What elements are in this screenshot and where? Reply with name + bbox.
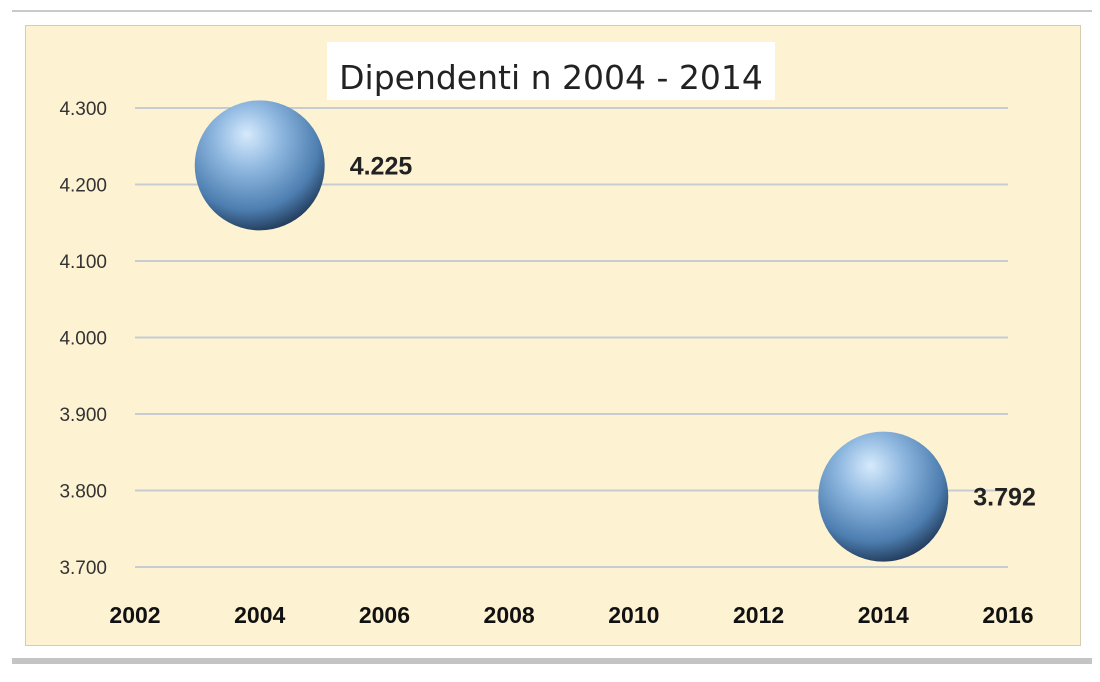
data-bubble — [194, 100, 325, 231]
chart-title: Dipendenti n 2004 - 2014 — [339, 58, 763, 97]
x-tick-label: 2016 — [982, 602, 1033, 628]
x-tick-label: 2010 — [608, 602, 659, 628]
x-tick-label: 2014 — [858, 602, 909, 628]
y-tick-label: 4.200 — [59, 176, 107, 197]
y-tick-label: 3.700 — [59, 558, 107, 579]
x-tick-label: 2012 — [733, 602, 784, 628]
y-tick-label: 4.000 — [59, 329, 107, 350]
bottom-divider — [12, 658, 1092, 664]
x-tick-label: 2006 — [359, 602, 410, 628]
y-tick-label: 4.300 — [59, 99, 107, 120]
data-label: 3.792 — [973, 484, 1036, 512]
data-bubble — [818, 431, 949, 562]
top-divider — [12, 10, 1092, 12]
x-tick-label: 2008 — [484, 602, 535, 628]
x-tick-label: 2004 — [234, 602, 285, 628]
x-tick-label: 2002 — [109, 602, 160, 628]
y-tick-label: 3.800 — [59, 482, 107, 503]
chart-title-box — [327, 42, 775, 100]
y-tick-label: 3.900 — [59, 405, 107, 426]
data-label: 4.225 — [350, 152, 413, 180]
y-tick-label: 4.100 — [59, 252, 107, 273]
